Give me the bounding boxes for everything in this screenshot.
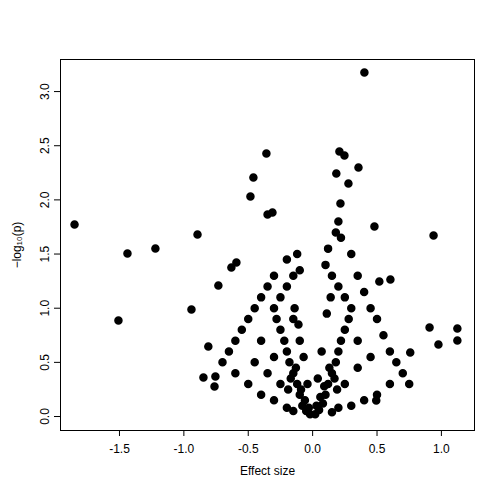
svg-text:1.0: 1.0 [38,300,52,317]
svg-text:-1.5: -1.5 [109,442,130,456]
svg-text:−log₁₀(p): −log₁₀(p) [10,222,24,269]
svg-text:2.0: 2.0 [38,191,52,208]
svg-text:0.5: 0.5 [38,354,52,371]
svg-text:1.5: 1.5 [38,245,52,262]
svg-text:3.0: 3.0 [38,83,52,100]
svg-text:0.0: 0.0 [304,442,321,456]
svg-text:0.5: 0.5 [369,442,386,456]
svg-text:1.0: 1.0 [433,442,450,456]
svg-text:0.0: 0.0 [38,408,52,425]
svg-text:Effect size: Effect size [240,464,295,478]
svg-text:-1.0: -1.0 [174,442,195,456]
svg-text:2.5: 2.5 [38,137,52,154]
svg-text:-0.5: -0.5 [238,442,259,456]
